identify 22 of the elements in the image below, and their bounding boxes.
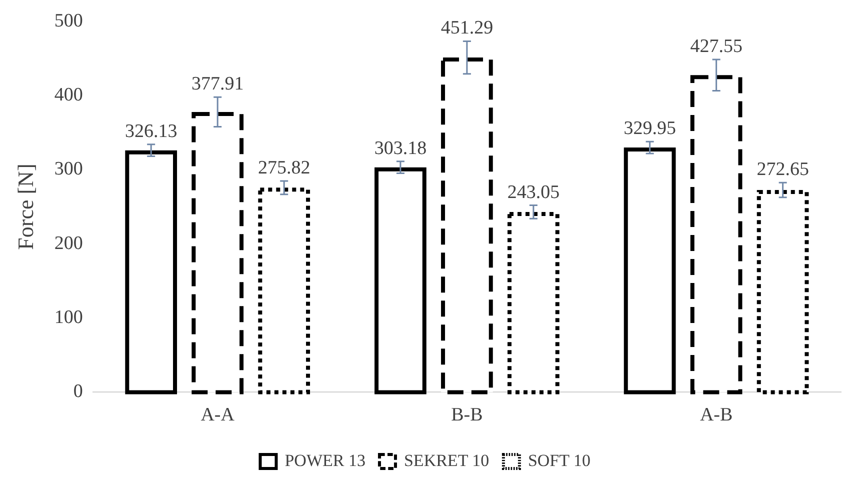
x-tick-label: A-A bbox=[200, 404, 235, 426]
data-label: 272.65 bbox=[756, 159, 809, 180]
data-label: 243.05 bbox=[507, 182, 560, 203]
data-label: 451.29 bbox=[440, 18, 494, 39]
y-tick-label: 500 bbox=[54, 10, 83, 32]
data-label: 303.18 bbox=[374, 138, 427, 159]
legend-label: POWER 13 bbox=[284, 450, 366, 470]
legend-label: SOFT 10 bbox=[528, 450, 590, 470]
legend-label: SEKRET 10 bbox=[404, 450, 490, 470]
x-tick-label: A-B bbox=[700, 404, 733, 426]
y-tick-label: 200 bbox=[54, 232, 83, 254]
y-tick-label: 300 bbox=[54, 158, 83, 180]
data-label: 427.55 bbox=[690, 36, 742, 58]
y-tick-label: 400 bbox=[54, 84, 83, 106]
y-axis-title: Force [N] bbox=[12, 164, 38, 250]
data-label: 329.95 bbox=[624, 118, 676, 140]
data-label: 326.13 bbox=[124, 120, 178, 142]
y-tick-label: 0 bbox=[73, 381, 83, 402]
x-tick-label: B-B bbox=[451, 404, 483, 426]
y-tick-label: 100 bbox=[54, 307, 83, 328]
data-label: 377.91 bbox=[191, 74, 244, 95]
data-label: 275.82 bbox=[258, 157, 310, 178]
